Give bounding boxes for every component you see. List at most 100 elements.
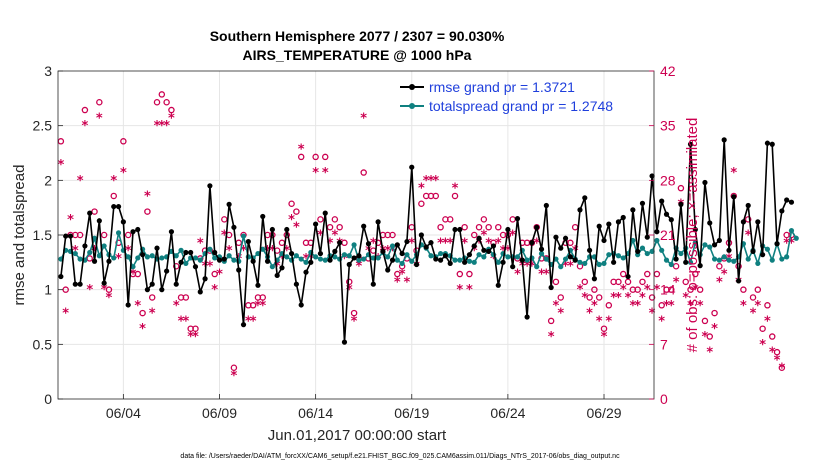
obs-assimilated-point: * [67,213,74,228]
x-tick-label: 06/24 [490,405,525,421]
rmse-point [293,281,299,287]
rmse-point [654,229,660,235]
spread-point [332,254,338,260]
spread-point [144,254,150,260]
spread-point [793,235,799,241]
spread-point [197,257,203,263]
obs-possible-point [432,192,440,200]
obs-assimilated-point: * [716,275,723,290]
rmse-point [207,183,213,189]
legend-rmse-marker [409,84,415,90]
obs-possible-point [485,223,492,231]
rmse-point [231,224,237,230]
obs-possible-point [192,325,199,332]
spread-point [269,264,275,270]
spread-point [356,257,362,263]
spread-point [702,242,708,248]
rmse-point [115,203,122,210]
spread-point [457,257,463,263]
y-left-tick-label: 2.5 [33,118,53,134]
rmse-point [385,267,391,273]
obs-possible-point [168,106,175,114]
obs-possible-point [105,286,113,293]
obs-assimilated-point: * [158,119,165,134]
rmse-point [351,255,357,261]
rmse-point [178,259,184,265]
obs-assimilated-point: * [322,166,329,181]
rmse-point [125,302,131,308]
y-axis-left-label: rmse and totalspread [11,165,28,306]
spread-point [721,254,727,260]
rmse-point [413,261,420,268]
obs-possible-point [648,294,656,301]
rmse-point [558,245,564,251]
rmse-point [226,201,232,207]
spread-point [226,253,232,259]
rmse-point [274,272,280,279]
rmse-point [67,233,74,239]
rmse-point [63,233,69,239]
obs-assimilated-point: * [197,236,204,251]
rmse-point [380,248,386,254]
rmse-point [779,208,785,214]
rmse-point [58,273,64,280]
y-right-tick-label: 42 [660,63,676,79]
obs-possible-point [259,294,267,301]
spread-point [389,243,396,249]
rmse-point [82,243,88,249]
rmse-point [428,240,434,246]
obs-assimilated-point: * [490,252,497,267]
obs-assimilated-point: * [144,189,151,204]
spread-point [72,250,78,257]
rmse-point [755,219,761,225]
obs-possible-point [687,286,694,293]
spread-point [471,259,477,265]
obs-possible-point [595,294,603,301]
obs-possible-point [389,231,396,239]
obs-assimilated-point: * [259,299,266,314]
y-right-tick-label: 14 [660,282,676,298]
spread-point [298,256,304,262]
rmse-point [418,232,424,238]
obs-assimilated-point: * [303,252,310,267]
obs-assimilated-point: * [581,291,588,306]
rmse-point [567,254,573,260]
rmse-point [611,259,617,265]
obs-assimilated-point: * [745,229,752,244]
obs-assimilated-point: * [774,353,781,368]
rmse-point [668,217,674,223]
rmse-point [764,140,771,146]
rmse-point [452,226,458,233]
obs-possible-point [144,208,151,215]
rmse-point [101,280,107,286]
spread-point [115,230,122,236]
obs-assimilated-point: * [778,361,785,376]
obs-assimilated-point: * [452,182,459,197]
rmse-point [245,238,251,245]
rmse-point [769,141,775,147]
obs-assimilated-point: * [389,244,396,259]
obs-possible-point [547,317,555,325]
rmse-point [466,252,473,258]
obs-assimilated-point: * [615,291,622,306]
rmse-point [202,276,208,282]
obs-possible-point [692,270,699,278]
x-tick-label: 06/14 [298,405,333,421]
rmse-point [159,287,165,293]
spread-point [322,257,328,263]
rmse-point [692,226,698,233]
obs-assimilated-point: * [639,291,646,306]
obs-possible-point [586,294,593,301]
obs-assimilated-point: * [226,244,233,259]
rmse-point [788,199,795,205]
obs-possible-point [110,192,118,200]
rmse-point [356,253,362,259]
obs-assimilated-point: * [125,244,132,259]
spread-point [409,258,415,264]
rmse-point [505,226,511,233]
spread-point [351,242,357,248]
rmse-point [260,213,266,220]
obs-possible-point [495,223,502,231]
y-right-tick-label: 35 [660,118,676,134]
